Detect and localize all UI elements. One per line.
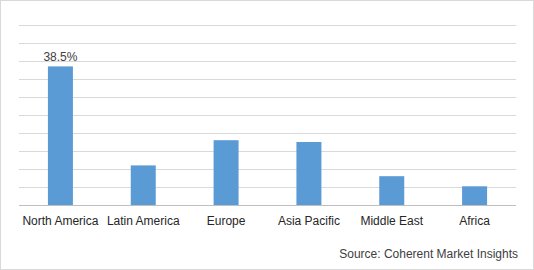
x-tick-label: North America [22, 214, 98, 228]
bar [214, 140, 239, 205]
bar [379, 176, 404, 205]
x-tick-label: Latin America [107, 214, 180, 228]
grid-line [19, 61, 516, 62]
chart-svg: 38.5% North America Latin America Europe Asi… [0, 0, 534, 270]
bar [131, 165, 156, 205]
bar [296, 142, 321, 205]
grid-line [19, 151, 516, 152]
grid-line [19, 115, 516, 116]
x-tick-label: Asia Pacific [278, 214, 340, 228]
bars [48, 66, 487, 205]
grid-line [19, 133, 516, 134]
grid-line [19, 97, 516, 98]
grid-line [19, 43, 516, 44]
bar [48, 66, 73, 205]
grid-line [19, 187, 516, 188]
chart-container: 38.5% North America Latin America Europe Asi… [0, 0, 534, 270]
grid-line [19, 205, 516, 206]
chart-border [1, 1, 534, 270]
data-label: 38.5% [43, 50, 77, 64]
x-tick-label: Africa [459, 214, 490, 228]
x-tick-label: Europe [207, 214, 246, 228]
grid-line [19, 25, 516, 26]
bar [462, 186, 487, 205]
source-note: Source: Coherent Market Insights [339, 247, 518, 261]
x-axis-line [19, 205, 516, 206]
grid-line [19, 79, 516, 80]
grid [19, 26, 516, 206]
grid-line [19, 169, 516, 170]
x-tick-label: Middle East [360, 214, 423, 228]
